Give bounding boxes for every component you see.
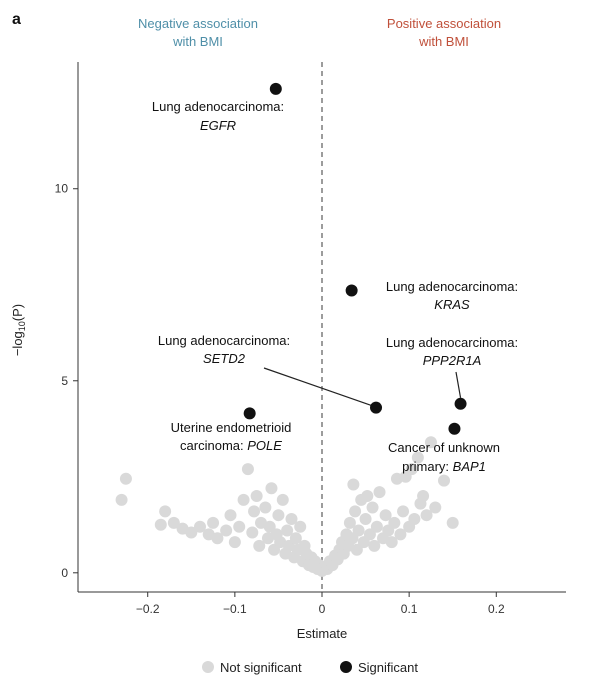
not-significant-point [347, 478, 360, 491]
not-significant-point [246, 526, 259, 539]
not-significant-point [250, 489, 263, 502]
not-significant-point [397, 505, 410, 518]
legend-marker-not-significant [202, 661, 214, 673]
not-significant-point [417, 489, 430, 502]
not-significant-point [228, 536, 241, 549]
not-significant-point [294, 520, 307, 533]
y-tick-label: 10 [55, 182, 69, 196]
not-significant-point [349, 505, 362, 518]
not-significant-point [366, 501, 379, 514]
x-tick-label: −0.1 [223, 602, 247, 616]
ann-kras-label: Lung adenocarcinoma: [386, 279, 518, 294]
not-significant-point [379, 509, 392, 522]
ann-setd2-label: Lung adenocarcinoma: [158, 333, 290, 348]
ann-ppp2r1a-label: Lung adenocarcinoma: [386, 335, 518, 350]
not-significant-point [429, 501, 442, 514]
ann-bap1-label-2: primary: BAP1 [402, 459, 486, 474]
not-significant-point [361, 489, 374, 502]
not-significant-point [194, 520, 206, 533]
not-significant-point [411, 451, 424, 464]
not-significant-point [363, 528, 376, 541]
not-significant-point [159, 505, 172, 518]
ann-pole-label: Uterine endometrioid [171, 420, 292, 435]
not-significant-point [368, 539, 381, 552]
not-significant-point [394, 528, 407, 541]
significant-point-kras [345, 284, 358, 297]
not-significant-point [233, 520, 246, 533]
significant-points [243, 82, 467, 435]
not-significant-point [211, 532, 224, 545]
y-ticks: 0 5 10 [55, 182, 78, 580]
not-significant-point [373, 486, 386, 499]
y-tick-label: 0 [61, 566, 68, 580]
annotation-connectors [263, 367, 462, 407]
not-significant-point [207, 516, 220, 529]
not-significant-point [154, 518, 167, 531]
not-significant-point [408, 513, 421, 526]
x-tick-label: 0.2 [488, 602, 505, 616]
not-significant-point [370, 520, 383, 533]
legend-marker-significant [340, 661, 352, 673]
not-significant-point [281, 524, 294, 537]
legend-label-significant: Significant [358, 660, 418, 675]
x-ticks: −0.2 −0.1 0 0.1 0.2 [136, 592, 505, 616]
not-significant-point [388, 516, 401, 529]
legend-label-not-significant: Not significant [220, 660, 302, 675]
y-tick-label: 5 [61, 374, 68, 388]
x-tick-label: −0.2 [136, 602, 160, 616]
not-significant-point [167, 516, 180, 529]
x-axis-label: Estimate [297, 626, 348, 641]
ann-setd2-gene: SETD2 [203, 351, 246, 366]
not-significant-point [352, 524, 365, 537]
y-axis-label: −log10(P) [10, 304, 27, 356]
not-significant-point [115, 493, 128, 506]
not-significant-points [115, 436, 459, 577]
significant-point-setd2 [370, 401, 383, 414]
connector-ppp2r1a [455, 371, 462, 398]
ann-egfr-label: Lung adenocarcinoma: [152, 99, 284, 114]
header-negative-line2: with BMI [172, 34, 223, 49]
header-positive-line2: with BMI [418, 34, 469, 49]
not-significant-point [350, 543, 363, 556]
not-significant-point [248, 505, 261, 518]
not-significant-point [424, 436, 437, 449]
significant-point-pole [243, 407, 256, 420]
x-tick-label: 0 [319, 602, 326, 616]
significant-point-egfr [269, 82, 282, 95]
ann-pole-label-2: carcinoma: POLE [180, 438, 282, 453]
not-significant-point [276, 493, 289, 506]
not-significant-point [263, 520, 276, 533]
panel-label: a [12, 11, 21, 28]
not-significant-point [241, 463, 254, 476]
not-significant-point [237, 493, 250, 506]
ann-bap1-label: Cancer of unknown [388, 440, 500, 455]
significant-point-bap1 [448, 422, 461, 435]
not-significant-point [265, 482, 278, 495]
not-significant-point [343, 516, 356, 529]
not-significant-point [224, 509, 237, 522]
ann-egfr-gene: EGFR [200, 118, 236, 133]
significant-point-ppp2r1a [454, 397, 467, 410]
not-significant-point [253, 539, 266, 552]
x-tick-label: 0.1 [401, 602, 418, 616]
header-negative-line1: Negative association [138, 16, 258, 31]
header-positive-line1: Positive association [387, 16, 501, 31]
not-significant-point [438, 474, 450, 487]
not-significant-point [405, 463, 418, 476]
not-significant-point [289, 532, 302, 545]
not-significant-point [119, 472, 132, 485]
connector-setd2 [263, 367, 373, 407]
not-significant-point [420, 509, 433, 522]
not-significant-point [272, 509, 285, 522]
not-significant-point [220, 524, 233, 537]
not-significant-point [359, 513, 372, 526]
ann-kras-gene: KRAS [434, 297, 470, 312]
not-significant-point [259, 501, 272, 514]
not-significant-point [285, 513, 298, 526]
not-significant-point [385, 536, 398, 549]
ann-ppp2r1a-gene: PPP2R1A [423, 353, 482, 368]
not-significant-point [446, 516, 459, 529]
not-significant-point [185, 526, 198, 539]
